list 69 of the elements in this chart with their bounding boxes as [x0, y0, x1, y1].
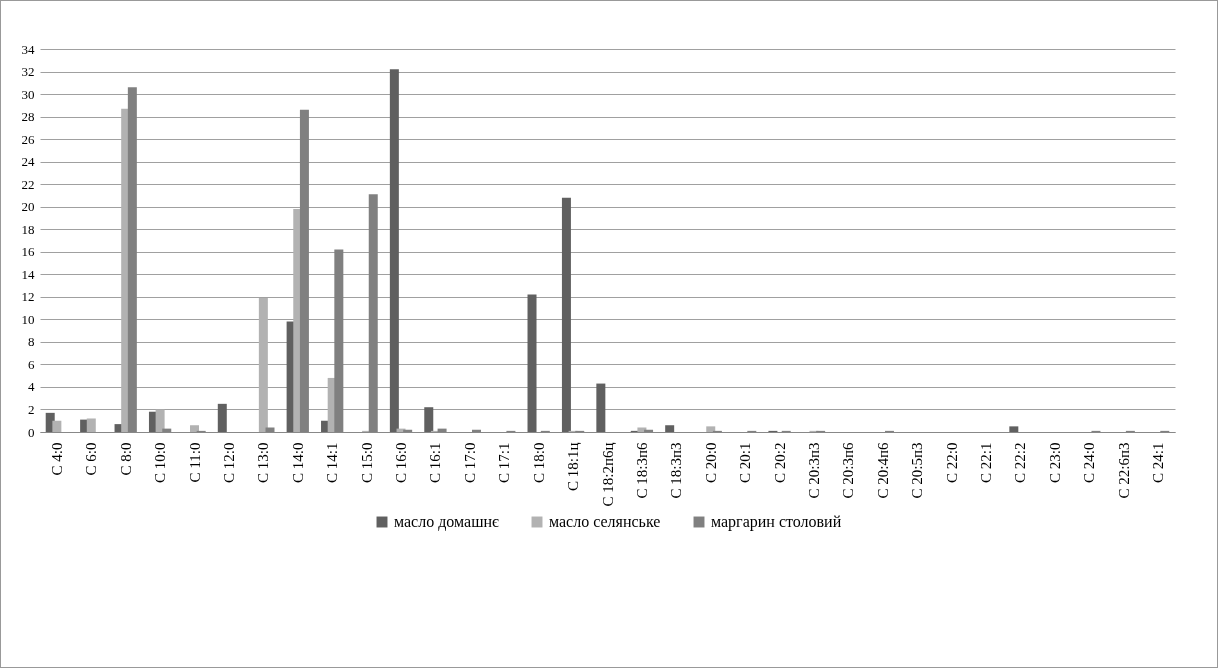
x-tick-label: C 18:0: [530, 442, 547, 483]
y-tick-label: 16: [21, 244, 35, 260]
x-tick-label: C 18:2п6ц: [599, 442, 616, 507]
y-tick-label: 22: [21, 176, 35, 192]
bar: [596, 383, 606, 432]
x-tick-label: C 15:0: [358, 442, 375, 483]
x-tick-label: C 17:0: [461, 442, 478, 483]
y-tick-label: 18: [21, 221, 35, 237]
x-tick-label: C 11:0: [186, 442, 203, 483]
x-tick-label: C 12:0: [220, 442, 237, 483]
x-tick-label: C 18:3п6: [633, 442, 650, 499]
bar: [637, 427, 647, 432]
legend-label: маргарин столовий: [711, 513, 842, 531]
bar: [155, 409, 165, 432]
x-tick-label: C 24:0: [1081, 442, 1098, 483]
x-tick-label: C 18:1ц: [565, 442, 582, 491]
y-tick-label: 12: [21, 289, 35, 305]
y-tick-label: 26: [21, 131, 35, 147]
x-tick-label: C 16:0: [393, 442, 410, 483]
bar: [527, 294, 537, 432]
bar: [665, 425, 675, 432]
bar: [1009, 426, 1019, 432]
y-tick-label: 14: [21, 266, 35, 282]
y-tick-label: 24: [21, 154, 35, 170]
bar: [217, 403, 227, 432]
x-tick-label: C 20:1: [737, 442, 754, 483]
bar: [258, 297, 268, 432]
bar: [706, 426, 716, 432]
y-tick-label: 6: [28, 356, 35, 372]
bar: [389, 69, 399, 432]
x-tick-label: C 6:0: [83, 442, 100, 476]
x-tick-label: C 20:3п6: [840, 442, 857, 499]
y-tick-label: 8: [28, 334, 35, 350]
x-tick-label: C 10:0: [152, 442, 169, 483]
y-tick-label: 30: [21, 86, 35, 102]
y-tick-label: 0: [28, 424, 35, 440]
x-tick-label: C 24:1: [1150, 442, 1167, 483]
bar: [52, 420, 62, 432]
x-tick-label: C 22:0: [943, 442, 960, 483]
y-tick-label: 32: [21, 64, 35, 80]
x-tick-label: C 4:0: [48, 442, 65, 476]
x-tick-label: C 20:2: [771, 442, 788, 483]
x-tick-label: C 22:1: [978, 442, 995, 483]
y-tick-label: 28: [21, 109, 35, 125]
x-tick-label: C 8:0: [117, 442, 134, 476]
x-tick-label: C 20:0: [702, 442, 719, 483]
bar: [424, 407, 434, 432]
x-tick-label: C 22:6п3: [1115, 442, 1132, 499]
x-tick-label: C 13:0: [255, 442, 272, 483]
legend-label: масло домашнє: [394, 513, 500, 531]
x-tick-label: C 17:1: [496, 442, 513, 483]
bar: [561, 197, 571, 432]
bar: [190, 425, 200, 432]
y-tick-label: 20: [21, 199, 35, 215]
legend-label: масло селянське: [549, 513, 661, 530]
x-tick-label: C 23:0: [1046, 442, 1063, 483]
x-tick-label: C 20:3п3: [805, 442, 822, 499]
y-tick-label: 34: [21, 41, 35, 57]
y-tick-label: 10: [21, 311, 35, 327]
x-tick-label: C 20:4п6: [874, 442, 891, 499]
x-tick-label: C 16:1: [427, 442, 444, 483]
x-tick-label: C 14:0: [289, 442, 306, 483]
y-tick-label: 4: [28, 379, 35, 395]
bar: [86, 418, 96, 432]
x-tick-label: C 14:1: [324, 442, 341, 483]
y-tick-label: 2: [28, 401, 35, 417]
x-tick-label: C 20:5п3: [909, 442, 926, 499]
x-tick-label: C 22:2: [1012, 442, 1029, 483]
x-tick-label: C 18:3п3: [668, 442, 685, 499]
